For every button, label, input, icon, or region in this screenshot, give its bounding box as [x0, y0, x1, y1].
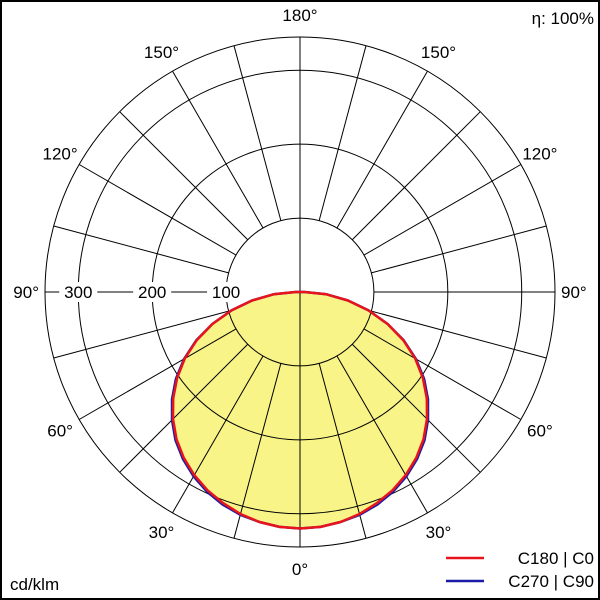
radial-tick-bg: [133, 282, 172, 302]
grid-spoke: [119, 343, 249, 473]
polar-grid: [44, 36, 556, 548]
angle-label: 180°: [282, 6, 317, 25]
angle-label: 120°: [43, 145, 78, 164]
grid-spoke: [78, 164, 237, 256]
radial-tick-bg: [59, 282, 98, 302]
grid-spoke: [371, 310, 547, 359]
angle-label: 0°: [292, 560, 308, 579]
grid-spoke: [351, 111, 481, 241]
outer-ring: [44, 36, 556, 548]
grid-spoke: [233, 363, 282, 539]
unit-label: cd/klm: [10, 575, 59, 594]
axis-labels: 0° 30° 30° 60° 60° 90° 90° 120° 120° 150° 150° 180°…: [13, 6, 586, 579]
grid-spoke: [172, 70, 264, 229]
radial-tick-label: 100: [212, 283, 240, 302]
radial-tick-label: 300: [64, 283, 92, 302]
grid-spoke: [119, 111, 249, 241]
grid-spoke: [351, 343, 481, 473]
angle-label: 120°: [522, 145, 557, 164]
grid-spoke: [318, 363, 367, 539]
legend-label-c180-c0: C180 | C0: [518, 549, 594, 568]
grid-spoke: [336, 70, 428, 229]
light-distribution-curves: [170, 290, 430, 530]
series-curve-c180-c0: [171, 290, 429, 530]
legend: C180 | C0 C270 | C90: [446, 549, 594, 591]
angle-label: 90°: [13, 283, 39, 302]
angle-label: 150°: [421, 43, 456, 62]
efficiency-label: η: 100%: [532, 9, 594, 28]
grid-spoke: [363, 328, 522, 420]
grid-spoke: [363, 164, 522, 256]
angle-label: 60°: [47, 422, 73, 441]
legend-label-c270-c90: C270 | C90: [508, 572, 594, 591]
grid-spoke: [53, 310, 229, 359]
angle-label: 30°: [426, 523, 452, 542]
grid-spoke: [78, 328, 237, 420]
radial-tick-label: 200: [138, 283, 166, 302]
grid-spoke: [318, 45, 367, 221]
grid-spoke: [336, 355, 428, 514]
angle-label: 30°: [149, 523, 175, 542]
grid-spoke: [233, 45, 282, 221]
grid-spoke: [172, 355, 264, 514]
angle-label: 90°: [561, 283, 587, 302]
angle-label: 150°: [144, 43, 179, 62]
grid-spoke: [53, 225, 229, 274]
angle-label: 60°: [527, 422, 553, 441]
grid-spoke: [371, 225, 547, 274]
radial-tick-bg: [207, 282, 246, 302]
